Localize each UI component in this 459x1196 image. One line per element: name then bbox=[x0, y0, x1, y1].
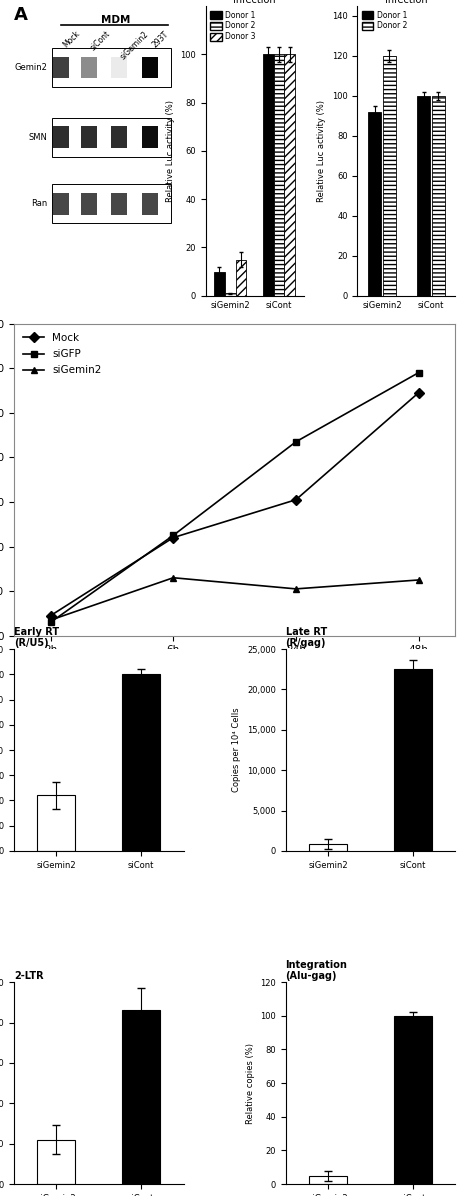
Y-axis label: Relative Luc activity (%): Relative Luc activity (%) bbox=[317, 100, 326, 202]
Bar bbox=[37, 1140, 75, 1184]
FancyBboxPatch shape bbox=[53, 56, 69, 78]
FancyBboxPatch shape bbox=[142, 193, 158, 214]
Bar bbox=[308, 843, 347, 850]
Line: siGFP: siGFP bbox=[47, 370, 421, 626]
Point bbox=[164, 18, 170, 32]
Title: siRNA after HIV-1
Infection: siRNA after HIV-1 Infection bbox=[364, 0, 448, 5]
Bar bbox=[122, 675, 160, 850]
Legend: Mock, siGFP, siGemin2: Mock, siGFP, siGemin2 bbox=[19, 329, 106, 379]
Text: siGemin2: siGemin2 bbox=[118, 29, 150, 61]
siGemin2 bbox=[292, 581, 298, 596]
Text: SMN: SMN bbox=[28, 133, 47, 141]
siGFP bbox=[170, 529, 176, 543]
siGFP bbox=[415, 366, 420, 380]
Mock bbox=[48, 609, 53, 623]
Text: Integration
(Alu-gag): Integration (Alu-gag) bbox=[285, 959, 347, 982]
siGemin2 bbox=[48, 612, 53, 627]
siGFP bbox=[292, 434, 298, 448]
Point bbox=[58, 18, 64, 32]
Bar bbox=[382, 56, 395, 295]
Bar bbox=[308, 1176, 347, 1184]
Text: MDM: MDM bbox=[101, 14, 129, 25]
Bar bbox=[37, 795, 75, 850]
FancyBboxPatch shape bbox=[142, 127, 158, 148]
FancyBboxPatch shape bbox=[111, 127, 126, 148]
Line: siGemin2: siGemin2 bbox=[47, 574, 421, 623]
Bar bbox=[122, 1011, 160, 1184]
Text: Ran: Ran bbox=[31, 200, 47, 208]
Line: Mock: Mock bbox=[47, 389, 421, 620]
FancyBboxPatch shape bbox=[142, 56, 158, 78]
Y-axis label: Copies per 10⁴ Cells: Copies per 10⁴ Cells bbox=[232, 708, 241, 792]
FancyBboxPatch shape bbox=[111, 56, 126, 78]
FancyBboxPatch shape bbox=[81, 193, 97, 214]
FancyBboxPatch shape bbox=[111, 193, 126, 214]
FancyBboxPatch shape bbox=[81, 56, 97, 78]
Bar bbox=[431, 96, 444, 295]
Bar bbox=[263, 54, 273, 295]
Bar bbox=[416, 96, 429, 295]
Bar bbox=[393, 670, 431, 850]
Text: 293T: 293T bbox=[150, 29, 170, 49]
FancyBboxPatch shape bbox=[53, 193, 69, 214]
Text: Late RT
(R/gag): Late RT (R/gag) bbox=[285, 627, 326, 648]
Text: 2-LTR: 2-LTR bbox=[14, 971, 43, 982]
Mock bbox=[415, 385, 420, 399]
Bar bbox=[273, 54, 284, 295]
FancyBboxPatch shape bbox=[52, 184, 171, 224]
Legend: Donor 1, Donor 2, Donor 3: Donor 1, Donor 2, Donor 3 bbox=[209, 10, 255, 42]
Y-axis label: Relative Luc activity (%): Relative Luc activity (%) bbox=[165, 100, 174, 202]
Y-axis label: Relative copies (%): Relative copies (%) bbox=[245, 1043, 254, 1123]
Bar bbox=[224, 293, 235, 295]
siGemin2 bbox=[170, 570, 176, 585]
Mock bbox=[170, 531, 176, 545]
Text: Gemin2: Gemin2 bbox=[14, 63, 47, 72]
Bar bbox=[284, 54, 295, 295]
Text: Early RT
(R/U5): Early RT (R/U5) bbox=[14, 627, 59, 648]
FancyBboxPatch shape bbox=[81, 127, 97, 148]
FancyBboxPatch shape bbox=[52, 117, 171, 157]
Mock bbox=[292, 493, 298, 507]
siGemin2 bbox=[415, 573, 420, 587]
Legend: Donor 1, Donor 2: Donor 1, Donor 2 bbox=[360, 10, 407, 31]
FancyBboxPatch shape bbox=[52, 48, 171, 87]
Title: siRNA before HIV-1
Infection: siRNA before HIV-1 Infection bbox=[208, 0, 300, 5]
Bar bbox=[235, 260, 246, 295]
Bar bbox=[393, 1015, 431, 1184]
Text: siCont: siCont bbox=[89, 29, 112, 53]
Bar bbox=[213, 271, 224, 295]
siGFP bbox=[48, 615, 53, 629]
Text: Mock: Mock bbox=[61, 29, 81, 49]
FancyBboxPatch shape bbox=[53, 127, 69, 148]
Bar bbox=[367, 112, 381, 295]
Text: A: A bbox=[14, 6, 28, 24]
